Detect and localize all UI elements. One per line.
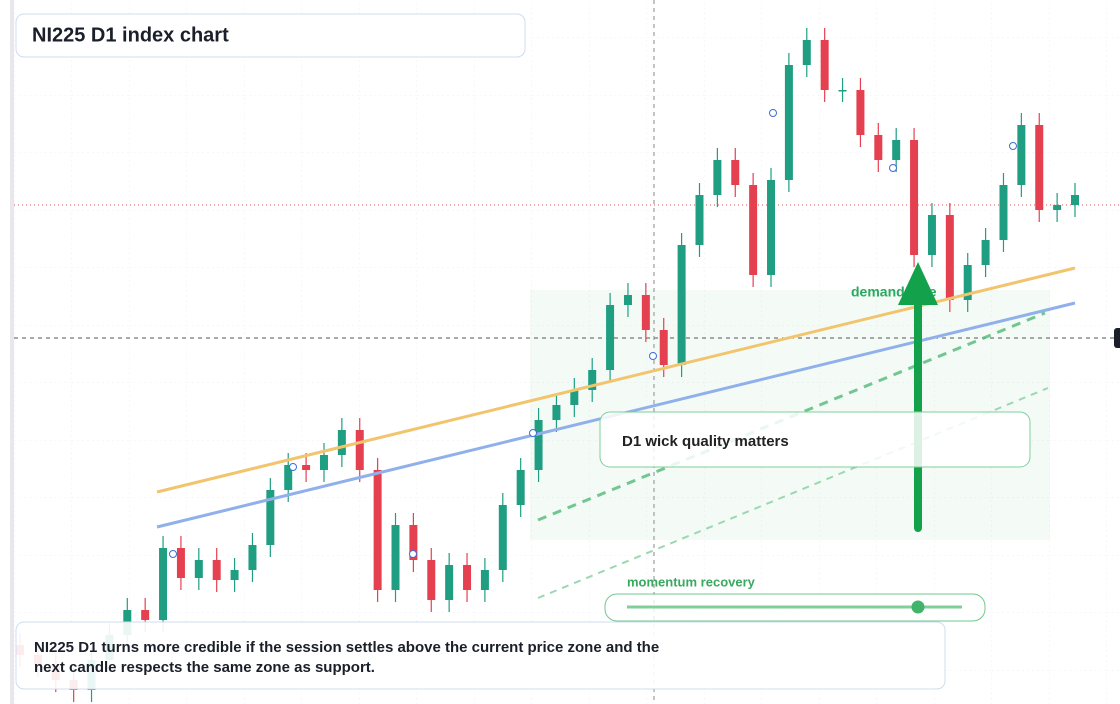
caption-line: NI225 D1 turns more credible if the sess…: [34, 639, 659, 656]
left-edge: [10, 0, 14, 704]
marker: [529, 429, 537, 437]
candle-body: [409, 525, 418, 560]
candle-body: [749, 185, 758, 275]
candle-body: [588, 370, 597, 390]
marker: [409, 550, 417, 558]
candle-body: [713, 160, 722, 195]
candle-body: [1071, 195, 1079, 205]
candle-body: [266, 490, 275, 545]
candle-body: [194, 560, 203, 578]
candle-body: [820, 40, 829, 90]
candle-body: [641, 295, 650, 330]
candle-body: [516, 470, 525, 505]
candle-body: [874, 135, 883, 160]
candle-body: [570, 390, 579, 405]
caption-line: next candle respects the same zone as su…: [34, 659, 375, 676]
slider-knob[interactable]: [911, 600, 925, 614]
candle-body: [623, 295, 632, 305]
candle-body: [767, 180, 776, 275]
candle-body: [498, 505, 507, 570]
candle-body: [695, 195, 704, 245]
candle-body: [892, 140, 901, 160]
candle-body: [999, 185, 1008, 240]
candle-body: [659, 330, 668, 365]
candle-body: [534, 420, 543, 470]
candle-body: [337, 430, 346, 455]
marker: [289, 463, 297, 471]
candle-body: [141, 610, 150, 620]
candle-body: [856, 90, 865, 135]
title-box: [15, 13, 526, 58]
marker: [1009, 142, 1017, 150]
candle-body: [927, 215, 936, 255]
slider-label: momentum recovery: [627, 574, 756, 589]
candle-body: [784, 65, 793, 180]
price-tag[interactable]: [1114, 328, 1120, 348]
candle-body: [945, 215, 954, 300]
candle-body: [319, 455, 328, 470]
candle-body: [838, 90, 847, 92]
candle-body: [552, 405, 561, 420]
candle-body: [463, 565, 472, 590]
candle-body: [1053, 205, 1062, 210]
candle-body: [981, 240, 990, 265]
note-text: D1 wick quality matters: [622, 433, 789, 450]
candle-body: [427, 560, 436, 600]
candle-body: [445, 565, 454, 600]
candle-body: [391, 525, 400, 590]
marker: [769, 109, 777, 117]
candle-body: [284, 465, 293, 490]
candle-body: [373, 470, 382, 590]
arrow-head: [898, 262, 938, 305]
candle-body: [910, 140, 919, 255]
candle-body: [212, 560, 221, 580]
candle-body: [480, 570, 489, 590]
candle-body: [963, 265, 972, 300]
candle-body: [230, 570, 239, 580]
candle-body: [1035, 125, 1044, 210]
caption-box: [15, 621, 946, 690]
marker: [649, 352, 657, 360]
candle-body: [159, 548, 168, 620]
candle-body: [606, 305, 615, 370]
marker: [889, 164, 897, 172]
candle-body: [731, 160, 740, 185]
candle-body: [1017, 125, 1026, 185]
chart-title: NI225 D1 index chart: [32, 24, 229, 46]
candle-body: [176, 548, 185, 578]
candle-body: [302, 465, 311, 470]
marker: [169, 550, 177, 558]
candle-body: [802, 40, 811, 65]
candle-body: [355, 430, 364, 470]
note-box: [599, 411, 1031, 468]
candle-body: [248, 545, 257, 570]
candle-body: [677, 245, 686, 365]
